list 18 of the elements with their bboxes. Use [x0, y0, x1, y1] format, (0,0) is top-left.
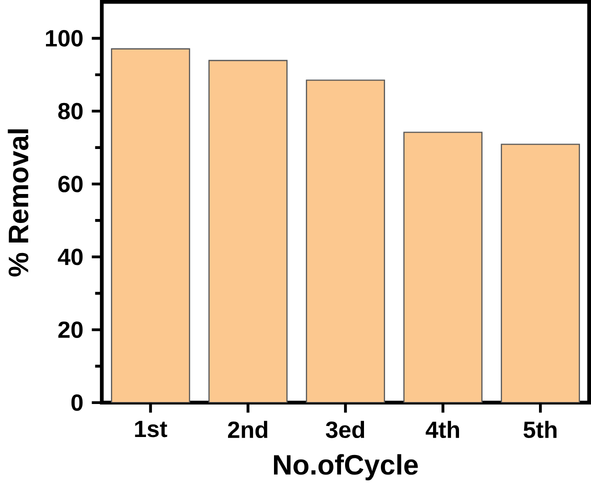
- y-axis-title: % Removal: [8, 129, 28, 276]
- y-tick-label: 0: [71, 394, 83, 411]
- x-axis-title: No.ofCycle: [274, 454, 418, 480]
- x-tick-label: 4th: [426, 420, 460, 438]
- bar: [306, 80, 386, 403]
- x-tick-label: 5th: [524, 420, 556, 438]
- bar: [110, 48, 190, 403]
- x-tick-label: 1st: [135, 420, 168, 438]
- bar: [500, 144, 580, 403]
- bar: [403, 132, 483, 403]
- y-tick-label: 60: [58, 176, 83, 192]
- bar: [208, 60, 288, 403]
- y-tick-label: 80: [58, 102, 83, 120]
- y-tick-label: 100: [46, 30, 83, 47]
- y-tick-label: 40: [58, 248, 83, 266]
- y-tick-label: 20: [58, 321, 83, 338]
- x-tick-label: 3ed: [326, 420, 364, 438]
- x-tick-label: 2nd: [228, 420, 268, 438]
